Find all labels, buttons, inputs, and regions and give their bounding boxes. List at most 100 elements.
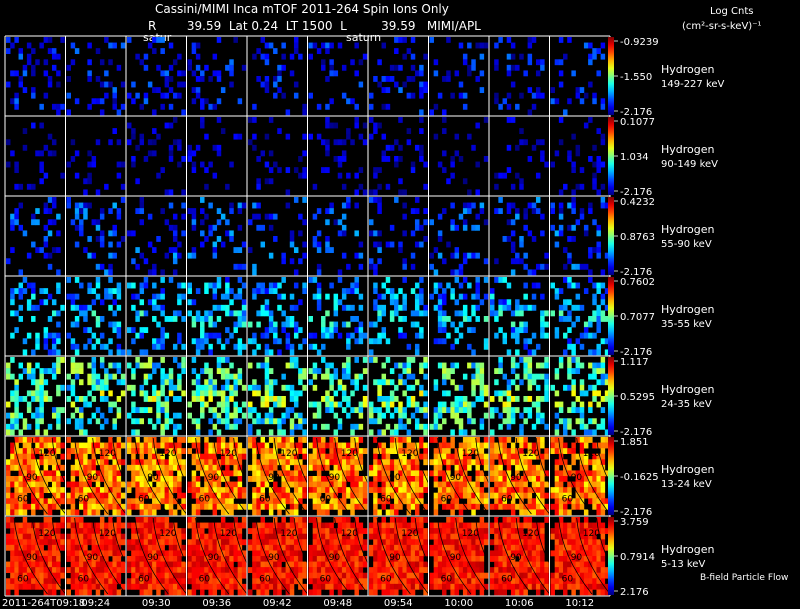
flux-pixel	[237, 539, 243, 546]
flux-pixel	[596, 390, 601, 397]
flux-pixel	[264, 213, 270, 220]
flux-pixel	[264, 390, 270, 397]
flux-pixel	[277, 282, 282, 289]
flux-pixel	[70, 539, 76, 546]
flux-pixel	[554, 470, 560, 477]
flux-pixel	[458, 332, 464, 339]
flux-pixel	[264, 178, 270, 185]
flux-pixel	[406, 343, 412, 350]
flux-pixel	[515, 144, 520, 151]
flux-pixel	[433, 498, 439, 505]
flux-pixel	[35, 556, 40, 562]
flux-pixel	[433, 282, 439, 289]
flux-pixel	[225, 544, 230, 551]
flux-pixel	[410, 37, 416, 43]
flux-pixel	[346, 288, 351, 295]
flux-pixel	[527, 503, 533, 510]
flux-pixel	[377, 487, 382, 494]
flux-pixel	[143, 481, 149, 488]
flux-pixel	[14, 407, 19, 414]
flux-pixel	[204, 442, 209, 449]
flux-pixel	[450, 293, 455, 300]
flux-pixel	[377, 293, 382, 300]
flux-pixel	[502, 437, 508, 443]
flux-pixel	[108, 277, 113, 283]
flux-pixel	[260, 470, 266, 477]
flux-pixel	[298, 213, 303, 220]
flux-pixel	[308, 368, 313, 375]
flux-pixel	[237, 98, 243, 105]
flux-pixel	[83, 327, 88, 334]
flux-pixel	[181, 213, 186, 220]
flux-pixel	[74, 589, 80, 596]
flux-pixel	[216, 539, 222, 546]
flux-pixel	[264, 379, 270, 386]
flux-pixel	[350, 498, 355, 505]
flux-pixel	[260, 304, 266, 311]
flux-pixel	[135, 437, 140, 443]
flux-pixel	[143, 448, 149, 455]
flux-pixel	[79, 589, 84, 596]
flux-pixel	[527, 42, 533, 49]
flux-pixel	[181, 156, 186, 162]
flux-pixel	[575, 150, 581, 157]
flux-pixel	[535, 139, 541, 146]
flux-pixel	[362, 368, 368, 375]
flux-pixel	[462, 252, 468, 259]
flux-pixel	[43, 202, 49, 209]
flux-pixel	[191, 476, 197, 482]
flux-pixel	[127, 349, 132, 356]
flux-pixel	[458, 481, 464, 488]
flux-pixel	[91, 332, 97, 339]
flux-pixel	[350, 509, 355, 516]
flux-pixel	[535, 498, 541, 505]
flux-pixel	[39, 578, 44, 585]
flux-pixel	[31, 476, 36, 482]
flux-pixel	[588, 156, 593, 162]
flux-pixel	[588, 202, 593, 209]
flux-pixel	[220, 442, 226, 449]
flux-pixel	[225, 533, 230, 540]
flux-pixel	[95, 418, 101, 425]
flux-pixel	[540, 476, 545, 482]
flux-pixel	[506, 412, 512, 419]
flux-pixel	[156, 567, 161, 574]
flux-pixel	[99, 109, 105, 116]
flux-pixel	[346, 98, 351, 105]
flux-pixel	[233, 556, 238, 562]
flux-pixel	[83, 304, 88, 311]
flux-pixel	[66, 492, 71, 499]
flux-pixel	[116, 213, 122, 220]
flux-pixel	[156, 517, 161, 523]
flux-pixel	[152, 128, 157, 135]
flux-pixel	[160, 92, 165, 99]
flux-pixel	[369, 470, 374, 477]
pitch-angle-contour	[134, 517, 169, 595]
flux-pixel	[79, 578, 84, 585]
flux-pixel	[233, 37, 238, 43]
flux-pixel	[91, 487, 97, 494]
flux-pixel	[458, 407, 464, 414]
flux-pixel	[104, 459, 109, 466]
flux-pixel	[268, 321, 274, 328]
contour-label: 90	[26, 553, 38, 563]
flux-pixel	[381, 103, 387, 110]
flux-pixel	[195, 522, 201, 529]
flux-pixel	[325, 236, 330, 242]
flux-pixel	[592, 48, 597, 55]
flux-pixel	[337, 299, 343, 306]
flux-pixel	[333, 299, 339, 306]
flux-pixel	[285, 476, 291, 482]
flux-pixel	[329, 327, 334, 334]
flux-pixel	[164, 498, 170, 505]
flux-pixel	[540, 437, 545, 443]
flux-pixel	[458, 401, 464, 408]
flux-pixel	[515, 464, 520, 471]
flux-pixel	[494, 407, 499, 414]
flux-pixel	[302, 172, 307, 179]
flux-pixel	[233, 133, 238, 140]
flux-pixel	[116, 282, 122, 289]
flux-pixel	[531, 498, 537, 505]
flux-pixel	[135, 208, 140, 215]
flux-pixel	[229, 567, 234, 574]
